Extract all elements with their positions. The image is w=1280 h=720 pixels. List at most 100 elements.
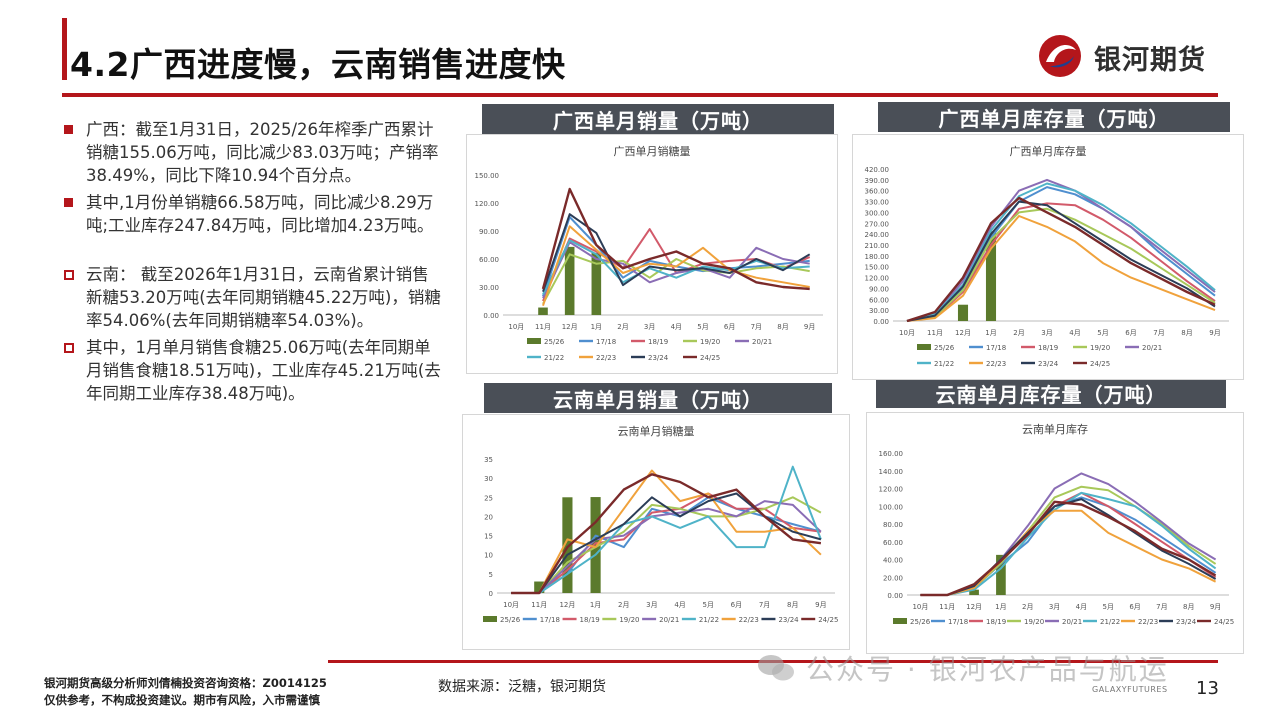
bar-25-26 bbox=[996, 554, 1006, 595]
y-tick-label: 420.00 bbox=[865, 166, 890, 174]
x-tick-label: 5月 bbox=[697, 323, 708, 331]
line-series-17-18 bbox=[920, 496, 1217, 596]
legend-label: 19/20 bbox=[700, 338, 720, 346]
y-tick-label: 180.00 bbox=[865, 253, 890, 261]
legend-swatch bbox=[527, 338, 541, 344]
line-series-20-21 bbox=[542, 241, 810, 299]
bar-25-26 bbox=[591, 252, 602, 315]
line-series-19-20 bbox=[542, 253, 810, 305]
legend-label: 21/22 bbox=[1100, 618, 1120, 626]
bullet-text: 其中,1月份单销糖66.58万吨，同比减少8.29万吨;工业库存247.84万吨… bbox=[86, 193, 434, 235]
x-tick-label: 2月 bbox=[617, 323, 628, 331]
y-tick-label: 60.00 bbox=[479, 256, 499, 264]
legend-label: 19/20 bbox=[1090, 344, 1110, 352]
line-series-22-23 bbox=[511, 469, 822, 594]
x-tick-label: 6月 bbox=[1125, 329, 1136, 337]
bullet-text: 广西：截至1月31日，2025/26年榨季广西累计销糖155.06万吨，同比减少… bbox=[86, 120, 439, 185]
legend-label: 25/26 bbox=[544, 338, 565, 346]
legend-label: 18/19 bbox=[986, 618, 1006, 626]
x-tick-label: 11月 bbox=[927, 329, 943, 337]
y-tick-label: 120.00 bbox=[865, 275, 890, 283]
analyst-qualification: 银河期货高级分析师刘倩楠投资咨询资格：Z0014125 bbox=[44, 676, 327, 690]
y-tick-label: 150.00 bbox=[865, 264, 890, 272]
legend-label: 23/24 bbox=[1038, 360, 1059, 368]
x-tick-label: 6月 bbox=[731, 601, 742, 609]
bullet-text: 其中，1月单月销售食糖25.06万吨(去年同期单月销售食糖18.51万吨)，工业… bbox=[86, 338, 441, 403]
y-tick-label: 30.00 bbox=[869, 307, 889, 315]
hollow-square-bullet-icon bbox=[64, 263, 86, 332]
y-tick-label: 0 bbox=[489, 590, 493, 598]
legend-label: 21/22 bbox=[544, 354, 564, 362]
x-tick-label: 7月 bbox=[1153, 329, 1164, 337]
x-tick-label: 7月 bbox=[759, 601, 770, 609]
legend-label: 17/18 bbox=[986, 344, 1006, 352]
bar-25-26 bbox=[969, 589, 979, 595]
bar-25-26 bbox=[590, 497, 601, 593]
x-tick-label: 5月 bbox=[703, 601, 714, 609]
y-tick-label: 150.00 bbox=[475, 172, 500, 180]
x-tick-label: 8月 bbox=[777, 323, 788, 331]
x-tick-label: 8月 bbox=[1183, 603, 1194, 611]
x-tick-label: 7月 bbox=[751, 323, 762, 331]
y-tick-label: 330.00 bbox=[865, 199, 890, 207]
legend-label: 23/24 bbox=[778, 616, 799, 624]
x-tick-label: 9月 bbox=[1210, 603, 1221, 611]
page-number: 13 bbox=[1196, 678, 1219, 699]
legend-label: 21/22 bbox=[699, 616, 719, 624]
x-tick-label: 4月 bbox=[1076, 603, 1087, 611]
x-tick-label: 1月 bbox=[590, 601, 601, 609]
x-tick-label: 5月 bbox=[1097, 329, 1108, 337]
line-series-23-24 bbox=[906, 200, 1216, 322]
legend-label: 22/23 bbox=[1138, 618, 1158, 626]
bullet-guangxi-summary: 广西：截至1月31日，2025/26年榨季广西累计销糖155.06万吨，同比减少… bbox=[64, 118, 444, 187]
line-series-21-22 bbox=[511, 465, 822, 594]
legend-label: 17/18 bbox=[596, 338, 616, 346]
x-tick-label: 9月 bbox=[815, 601, 826, 609]
panel-header-yn-stock: 云南单月库存量（万吨） bbox=[876, 378, 1226, 408]
line-series-20-21 bbox=[906, 178, 1216, 322]
x-tick-label: 4月 bbox=[671, 323, 682, 331]
y-tick-label: 20 bbox=[484, 513, 493, 521]
y-tick-label: 120.00 bbox=[475, 200, 500, 208]
y-tick-label: 270.00 bbox=[865, 220, 890, 228]
square-bullet-icon bbox=[64, 191, 86, 237]
x-tick-label: 2月 bbox=[1013, 329, 1024, 337]
y-tick-label: 10 bbox=[484, 552, 493, 560]
wechat-icon bbox=[758, 655, 794, 681]
watermark: 公众号 · 银河农产品与航运 bbox=[756, 648, 1169, 688]
x-tick-label: 12月 bbox=[955, 329, 971, 337]
line-series-21-22 bbox=[906, 182, 1216, 322]
line-series-20-21 bbox=[511, 500, 822, 594]
x-tick-label: 8月 bbox=[1181, 329, 1192, 337]
panel-header-gx-stock: 广西单月库存量（万吨） bbox=[878, 102, 1230, 132]
risk-disclaimer: 仅供参考，不构成投资建议。期市有风险，入市需谨慎 bbox=[44, 693, 320, 707]
line-series-17-18 bbox=[906, 186, 1216, 322]
x-tick-label: 9月 bbox=[1209, 329, 1220, 337]
y-tick-label: 0.00 bbox=[483, 312, 499, 320]
legend-label: 23/24 bbox=[648, 354, 669, 362]
x-tick-label: 12月 bbox=[559, 601, 575, 609]
legend-label: 22/23 bbox=[596, 354, 616, 362]
y-tick-label: 15 bbox=[484, 533, 493, 541]
legend-label: 19/20 bbox=[619, 616, 639, 624]
x-tick-label: 6月 bbox=[1129, 603, 1140, 611]
legend-label: 20/21 bbox=[1142, 344, 1162, 352]
bullet-list: 广西：截至1月31日，2025/26年榨季广西累计销糖155.06万吨，同比减少… bbox=[64, 118, 444, 409]
legend-swatch bbox=[483, 616, 497, 622]
y-tick-label: 390.00 bbox=[865, 177, 890, 185]
legend-label: 25/26 bbox=[500, 616, 521, 624]
legend-label: 24/25 bbox=[818, 616, 838, 624]
bar-25-26 bbox=[562, 497, 573, 593]
y-tick-label: 90.00 bbox=[869, 285, 889, 293]
chart-gx-stock: 广西单月库存量 0.00 30.00 60.00 90.00 120.00 150.00 18… bbox=[852, 134, 1244, 380]
x-tick-label: 1月 bbox=[591, 323, 602, 331]
page-title: 4.2广西进度慢，云南销售进度快 bbox=[70, 45, 566, 84]
x-tick-label: 2月 bbox=[618, 601, 629, 609]
x-tick-label: 1月 bbox=[985, 329, 996, 337]
chart-title: 广西单月库存量 bbox=[1010, 144, 1087, 158]
company-logo bbox=[1039, 35, 1081, 77]
y-tick-label: 0.00 bbox=[887, 592, 903, 600]
legend-label: 17/18 bbox=[540, 616, 560, 624]
bar-25-26 bbox=[564, 246, 575, 315]
y-tick-label: 90.00 bbox=[479, 228, 499, 236]
